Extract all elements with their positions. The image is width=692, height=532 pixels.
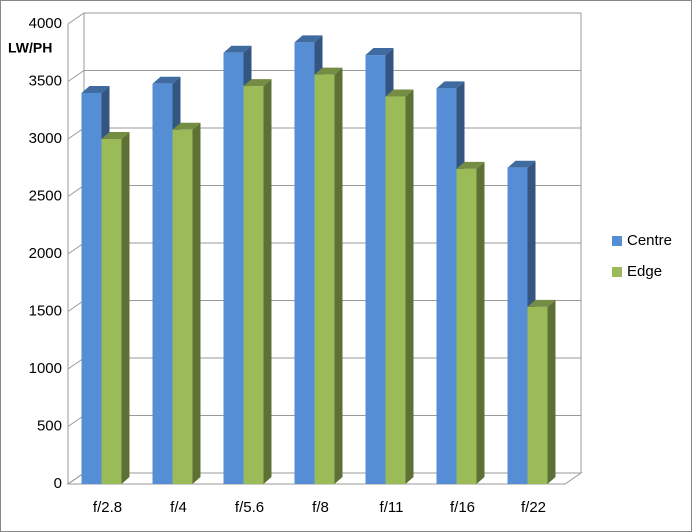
bar-front (456, 168, 477, 484)
bar-front (243, 86, 264, 484)
x-tick-label: f/16 (450, 499, 475, 516)
bar-front (436, 88, 457, 485)
bar-top (365, 48, 394, 56)
bar (385, 89, 414, 484)
y-tick-label: 2000 (29, 245, 62, 262)
bar-top (172, 122, 201, 130)
bar-front (385, 96, 406, 484)
bar-top (101, 132, 130, 139)
y-tick-label: 500 (37, 417, 62, 434)
x-tick-label: f/11 (380, 499, 404, 516)
bar-side (334, 67, 343, 484)
x-tick-label: f/2.8 (93, 499, 122, 516)
bar-front (507, 167, 528, 484)
bar-front (223, 52, 244, 484)
bar-top (243, 79, 272, 87)
bar (172, 122, 201, 485)
y-tick-label: 0 (54, 475, 62, 492)
x-tick-label: f/4 (170, 499, 187, 516)
bar-front (527, 306, 548, 484)
y-tick-label: 1000 (29, 360, 62, 377)
bar-side (192, 122, 201, 485)
y-tick-label: 1500 (29, 302, 62, 319)
bar (456, 161, 485, 484)
legend-label: Centre (627, 232, 672, 249)
bar-top (223, 45, 252, 53)
bar (101, 132, 130, 484)
x-tick-label: f/22 (521, 499, 546, 516)
bar-side (121, 132, 130, 484)
bar-front (365, 55, 386, 485)
bar (527, 299, 556, 484)
x-tick-label: f/5.6 (235, 499, 264, 516)
bar-top (81, 86, 110, 93)
legend-swatch (612, 236, 622, 246)
bar-front (294, 42, 315, 485)
bar-front (172, 129, 193, 485)
y-tick-label: 3000 (29, 130, 62, 147)
bar-top (507, 160, 536, 168)
bar-top (152, 76, 181, 84)
bar-top (527, 299, 556, 307)
bar-side (476, 161, 485, 484)
legend-label: Edge (627, 263, 662, 280)
bar-front (314, 74, 335, 484)
legend-swatch (612, 267, 622, 277)
bar-top (456, 161, 485, 169)
grid-line (67, 70, 581, 82)
bar-side (405, 89, 414, 484)
bar-side (547, 299, 556, 484)
bar-top (294, 35, 323, 43)
y-tick-label: 4000 (29, 15, 62, 32)
bar-front (81, 93, 102, 484)
bar-top (436, 81, 465, 89)
bar-top (385, 89, 414, 97)
bar (243, 79, 272, 484)
bar-side (263, 79, 272, 484)
x-tick-label: f/8 (312, 499, 329, 516)
bar (314, 67, 343, 484)
grid-line (67, 12, 581, 25)
bar-front (101, 139, 122, 484)
y-tick-label: 3500 (29, 72, 62, 89)
y-axis-label: LW/PH (8, 40, 52, 56)
y-tick-label: 2500 (29, 187, 62, 204)
bar-front (152, 83, 173, 485)
bar-top (314, 67, 343, 75)
